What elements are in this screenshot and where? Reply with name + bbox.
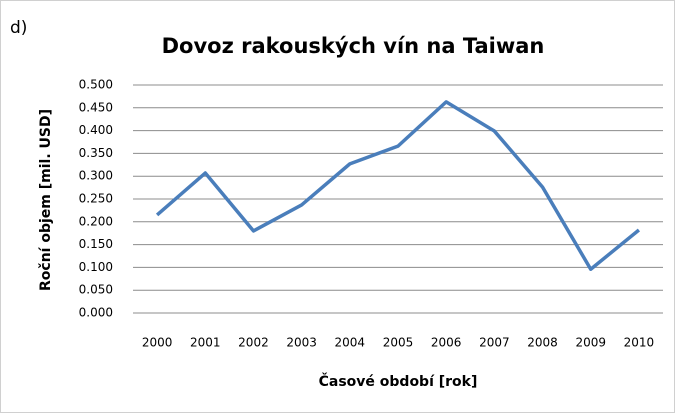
y-tick-label: 0.350 xyxy=(79,146,113,160)
x-axis-title: Časové období [rok] xyxy=(319,372,478,390)
x-tick-label: 2010 xyxy=(624,336,655,350)
y-tick-label: 0.150 xyxy=(79,237,113,251)
chart-title: Dovoz rakouských vín na Taiwan xyxy=(162,34,545,58)
data-line xyxy=(155,100,641,271)
y-tick-label: 0.050 xyxy=(79,283,113,297)
y-tick-label: 0.400 xyxy=(79,123,113,137)
x-tick-label: 2001 xyxy=(190,336,221,350)
panel-label: d) xyxy=(10,18,27,38)
y-tick-label: 0.300 xyxy=(79,169,113,183)
x-tick-label: 2000 xyxy=(142,336,173,350)
x-tick-label: 2003 xyxy=(286,336,317,350)
x-tick-label: 2007 xyxy=(479,336,510,350)
y-tick-label: 0.250 xyxy=(79,192,113,206)
y-axis-title: Roční objem [mil. USD] xyxy=(38,109,54,291)
y-tick-label: 0.500 xyxy=(79,78,113,92)
x-tick-label: 2006 xyxy=(431,336,462,350)
x-tick-label: 2005 xyxy=(383,336,414,350)
y-tick-label: 0.100 xyxy=(79,260,113,274)
x-tick-label: 2002 xyxy=(238,336,269,350)
y-tick-label: 0.000 xyxy=(79,306,113,320)
x-tick-label: 2004 xyxy=(335,336,366,350)
y-tick-label: 0.200 xyxy=(79,214,113,228)
y-tick-label: 0.450 xyxy=(79,100,113,114)
x-tick-label: 2008 xyxy=(527,336,558,350)
x-tick-label: 2009 xyxy=(575,336,606,350)
